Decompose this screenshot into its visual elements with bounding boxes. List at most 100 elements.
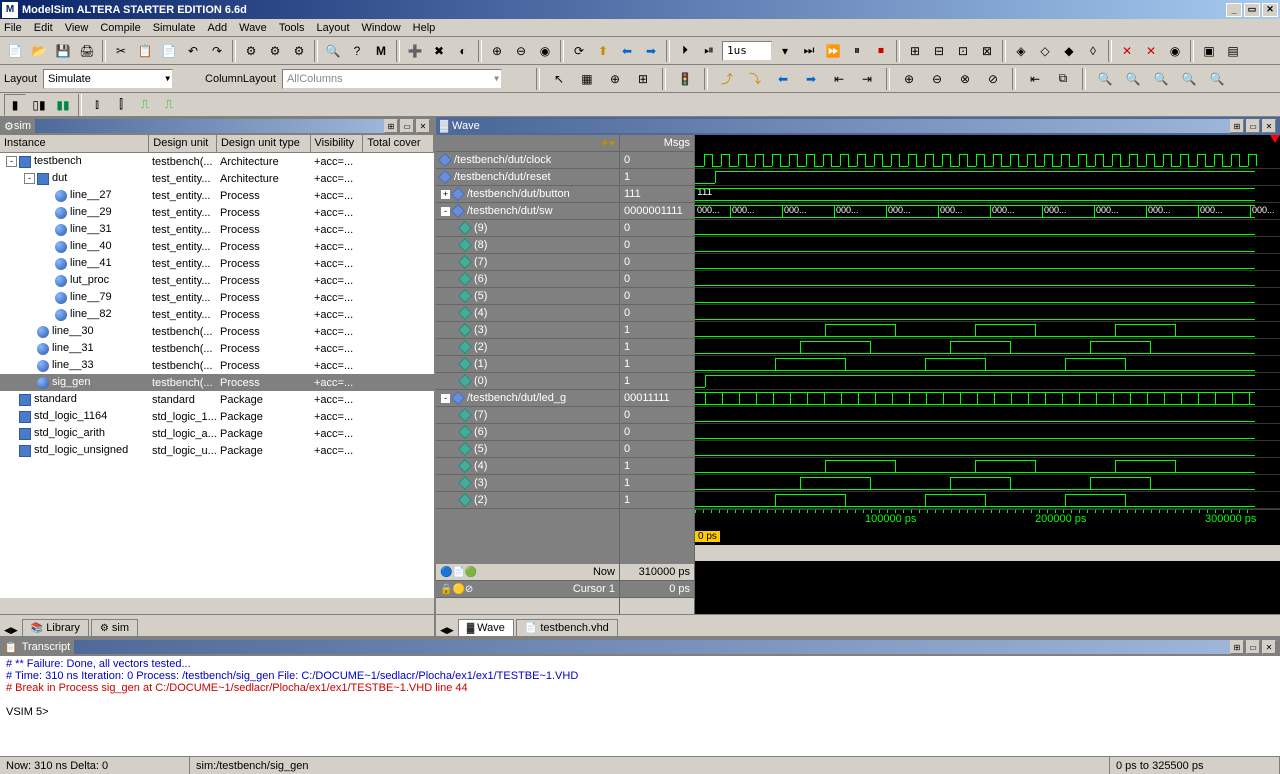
transcript-max-icon[interactable]: ▭ xyxy=(1246,640,1260,654)
menu-add[interactable]: Add xyxy=(208,22,228,34)
jmp6-icon[interactable]: ⇥ xyxy=(856,68,878,90)
nav3-icon[interactable]: ◉ xyxy=(534,40,556,62)
signal-name[interactable]: (0) xyxy=(436,373,619,390)
sim-undock-icon[interactable]: ⊞ xyxy=(384,119,398,133)
transcript-close-icon[interactable]: ✕ xyxy=(1262,640,1276,654)
tool-icon[interactable]: ⚙ xyxy=(264,40,286,62)
tree-row[interactable]: std_logic_arithstd_logic_a...Package+acc… xyxy=(0,425,434,442)
run-all-icon[interactable]: ⏭ xyxy=(798,40,820,62)
wave-signal-row[interactable] xyxy=(695,305,1280,322)
tree-row[interactable]: -testbenchtestbench(...Architecture+acc=… xyxy=(0,153,434,170)
wave-graph[interactable]: 111000...000...000...000...000...000...0… xyxy=(695,135,1280,614)
jmp1-icon[interactable]: ⤴ xyxy=(716,68,738,90)
wave-close-icon[interactable]: ✕ xyxy=(1262,119,1276,133)
jmp3-icon[interactable]: ⬅ xyxy=(772,68,794,90)
transcript-body[interactable]: # ** Failure: Done, all vectors tested..… xyxy=(0,656,1280,756)
tree-row[interactable]: line__40test_entity...Process+acc=... xyxy=(0,238,434,255)
wave-scroll-h[interactable] xyxy=(695,545,1280,561)
signal-name[interactable]: (3) xyxy=(436,475,619,492)
edge1-icon[interactable]: ⇤ xyxy=(1024,68,1046,90)
wave-signal-row[interactable] xyxy=(695,492,1280,509)
menu-edit[interactable]: Edit xyxy=(34,22,53,34)
wave1-icon[interactable]: ⫾ xyxy=(86,94,108,116)
tree-row[interactable]: -duttest_entity...Architecture+acc=... xyxy=(0,170,434,187)
signal-name[interactable]: (4) xyxy=(436,305,619,322)
tree-row[interactable]: lut_proctest_entity...Process+acc=... xyxy=(0,272,434,289)
signal-name[interactable]: /testbench/dut/reset xyxy=(436,169,619,186)
wave-signal-row[interactable] xyxy=(695,271,1280,288)
tree-row[interactable]: line__27test_entity...Process+acc=... xyxy=(0,187,434,204)
tree-row[interactable]: sig_gentestbench(...Process+acc=... xyxy=(0,374,434,391)
wave-signal-row[interactable]: 111 xyxy=(695,186,1280,203)
jmp4-icon[interactable]: ➡ xyxy=(800,68,822,90)
sim-close-icon[interactable]: ✕ xyxy=(416,119,430,133)
wave-tab-0[interactable]: ▓Wave xyxy=(458,619,514,636)
obj2-icon[interactable]: ▤ xyxy=(1222,40,1244,62)
wave-signal-row[interactable] xyxy=(695,237,1280,254)
zoom-in-icon[interactable]: 🔍 xyxy=(1094,68,1116,90)
print-icon[interactable]: 🖨 xyxy=(76,40,98,62)
menu-layout[interactable]: Layout xyxy=(317,22,350,34)
tree-row[interactable]: line__30testbench(...Process+acc=... xyxy=(0,323,434,340)
compile-icon[interactable]: ⚙ xyxy=(240,40,262,62)
signal-name[interactable]: (4) xyxy=(436,458,619,475)
signal-name[interactable]: (5) xyxy=(436,441,619,458)
nav1-icon[interactable]: ⊕ xyxy=(486,40,508,62)
tree-row[interactable]: line__29test_entity...Process+acc=... xyxy=(0,204,434,221)
run-time-input[interactable] xyxy=(722,41,772,61)
signal-name[interactable]: (2) xyxy=(436,492,619,509)
cursor-marker[interactable]: 0 ps xyxy=(695,531,720,542)
menu-help[interactable]: Help xyxy=(413,22,436,34)
wave-signal-row[interactable] xyxy=(695,220,1280,237)
jmp2-icon[interactable]: ⤵ xyxy=(744,68,766,90)
help-icon[interactable]: ? xyxy=(346,40,368,62)
redo-icon[interactable]: ↷ xyxy=(206,40,228,62)
cut-icon[interactable]: ✂ xyxy=(110,40,132,62)
view3-icon[interactable]: ▮▮ xyxy=(52,94,74,116)
tree-row[interactable]: line__31test_entity...Process+acc=... xyxy=(0,221,434,238)
run-icon[interactable]: ⏯ xyxy=(698,40,720,62)
signal-name[interactable]: (7) xyxy=(436,407,619,424)
tree-row[interactable]: line__79test_entity...Process+acc=... xyxy=(0,289,434,306)
tree-row[interactable]: std_logic_unsignedstd_logic_u...Package+… xyxy=(0,442,434,459)
minimize-button[interactable]: _ xyxy=(1226,3,1242,17)
wave-signal-row[interactable] xyxy=(695,390,1280,407)
misc1-icon[interactable]: ◈ xyxy=(1010,40,1032,62)
signal-name[interactable]: -/testbench/dut/sw xyxy=(436,203,619,220)
values-scroll[interactable] xyxy=(620,598,694,614)
tree-row[interactable]: line__41test_entity...Process+acc=... xyxy=(0,255,434,272)
tree-col-1[interactable]: Design unit xyxy=(149,135,217,152)
edge2-icon[interactable]: ⧉ xyxy=(1052,68,1074,90)
save-icon[interactable]: 💾 xyxy=(52,40,74,62)
tree-col-2[interactable]: Design unit type xyxy=(217,135,311,152)
wave-signal-row[interactable] xyxy=(695,407,1280,424)
wave-tool1-icon[interactable]: ⊞ xyxy=(904,40,926,62)
signal-expander[interactable]: - xyxy=(440,393,451,404)
wave-tab-1[interactable]: 📄testbench.vhd xyxy=(516,619,618,636)
wave-tool3-icon[interactable]: ⊡ xyxy=(952,40,974,62)
tree-col-3[interactable]: Visibility xyxy=(311,135,364,152)
signal-name[interactable]: -/testbench/dut/led_g xyxy=(436,390,619,407)
close-button[interactable]: ✕ xyxy=(1262,3,1278,17)
tree-col-4[interactable]: Total cover xyxy=(363,135,434,152)
restart-icon[interactable]: ⟳ xyxy=(568,40,590,62)
menu-window[interactable]: Window xyxy=(362,22,401,34)
signal-expander[interactable]: + xyxy=(440,189,451,200)
signal-name[interactable]: (6) xyxy=(436,271,619,288)
signal-name[interactable]: (5) xyxy=(436,288,619,305)
names-scroll[interactable] xyxy=(436,598,619,614)
wave-cursor-row[interactable]: 0 ps xyxy=(695,527,1280,545)
wave4-icon[interactable]: ⎍ xyxy=(158,94,180,116)
zoom-last-icon[interactable]: 🔍 xyxy=(1206,68,1228,90)
add-icon[interactable]: ➕ xyxy=(404,40,426,62)
xx2-icon[interactable]: ✕ xyxy=(1140,40,1162,62)
wave-max-icon[interactable]: ▭ xyxy=(1246,119,1260,133)
open-icon[interactable]: 📂 xyxy=(28,40,50,62)
menu-simulate[interactable]: Simulate xyxy=(153,22,196,34)
cursor-icon[interactable]: ↖ xyxy=(548,68,570,90)
transcript-undock-icon[interactable]: ⊞ xyxy=(1230,640,1244,654)
tree-col-0[interactable]: Instance xyxy=(0,135,149,152)
undo-icon[interactable]: ↶ xyxy=(182,40,204,62)
xx1-icon[interactable]: ✕ xyxy=(1116,40,1138,62)
menu-compile[interactable]: Compile xyxy=(100,22,140,34)
